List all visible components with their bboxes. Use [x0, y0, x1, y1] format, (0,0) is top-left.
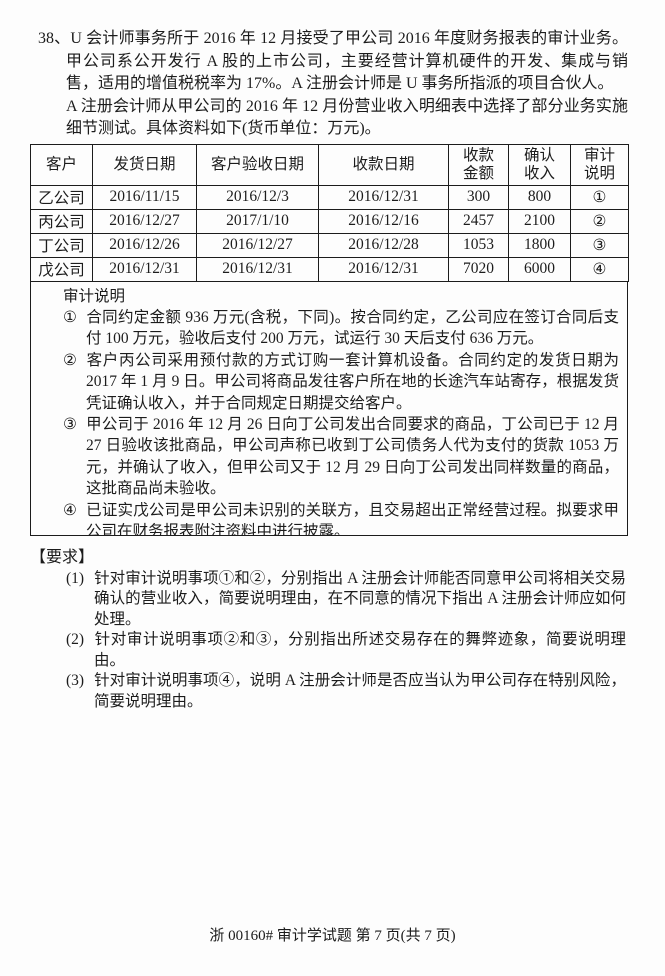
cell-customer: 丙公司 [30, 208, 93, 234]
exam-page: 38、U 会计师事务所于 2016 年 12 月接受了甲公司 2016 年度财务… [30, 28, 629, 713]
cell-ship-date: 2016/12/26 [92, 232, 197, 258]
requirement-item-2: (2) 针对审计说明事项②和③，分别指出所述交易存在的舞弊迹象，简要说明理由。 [30, 630, 628, 671]
note-marker: ③ [63, 415, 77, 433]
cell-receipt-date: 2016/12/16 [318, 208, 449, 234]
cell-ship-date: 2016/12/27 [92, 208, 197, 234]
cell-amount-received: 7020 [448, 256, 509, 282]
table-row: 戊公司 2016/12/31 2016/12/31 2016/12/31 702… [30, 256, 629, 282]
cell-accept-date: 2016/12/31 [196, 256, 319, 282]
audit-note-item-2: ② 客户丙公司采用预付款的方式订购一套计算机设备。合同约定的发货日期为 2017 … [31, 350, 627, 414]
cell-note-ref: ③ [570, 232, 629, 258]
cell-amount-received: 300 [448, 184, 509, 210]
revenue-test-table: 客户 发货日期 客户验收日期 收款日期 收款 金额 确认 收入 审计 说明 乙公司 2… [30, 143, 629, 282]
cell-ship-date: 2016/11/15 [92, 184, 197, 210]
column-header-revenue-recognized: 确认 收入 [508, 143, 571, 186]
cell-amount-received: 1053 [448, 232, 509, 258]
cell-customer: 乙公司 [30, 184, 93, 210]
cell-revenue-recognized: 6000 [508, 256, 571, 282]
column-header-audit-note: 审计 说明 [570, 143, 629, 186]
requirement-text: 针对审计说明事项④，说明 A 注册会计师是否应当认为甲公司存在特别风险，简要说明… [94, 672, 626, 711]
cell-accept-date: 2016/12/3 [196, 184, 319, 210]
audit-notes-title: 审计说明 [63, 287, 126, 305]
requirement-item-1: (1) 针对审计说明事项①和②，分别指出 A 注册会计师能否同意甲公司将相关交易确… [30, 569, 628, 631]
column-header-customer: 客户 [30, 143, 93, 186]
cell-receipt-date: 2016/12/31 [318, 184, 449, 210]
requirement-text: 针对审计说明事项①和②，分别指出 A 注册会计师能否同意甲公司将相关交易确认的营… [94, 569, 626, 628]
column-header-ship-date: 发货日期 [92, 143, 197, 186]
cell-note-ref: ④ [570, 256, 629, 282]
requirement-marker: (3) [66, 672, 85, 690]
cell-note-ref: ① [570, 184, 629, 210]
note-marker: ④ [63, 501, 77, 519]
revenue-test-section: 客户 发货日期 客户验收日期 收款日期 收款 金额 确认 收入 审计 说明 乙公司 2… [30, 143, 629, 536]
cell-accept-date: 2017/1/10 [196, 208, 319, 234]
page-footer: 浙 00160# 审计学试题 第 7 页(共 7 页) [209, 928, 456, 944]
question-number: 38、 [38, 30, 71, 47]
cell-receipt-date: 2016/12/31 [318, 256, 449, 282]
note-text: 合同约定金额 936 万元(含税，下同)。按合同约定，乙公司应在签订合同后支付 … [86, 308, 619, 348]
audit-note-item-1: ① 合同约定金额 936 万元(含税，下同)。按合同约定，乙公司应在签订合同后支付… [31, 307, 627, 350]
requirement-marker: (1) [66, 569, 85, 587]
audit-note-item-4: ④ 已证实戊公司是甲公司未识别的关联方，且交易超出正常经营过程。拟要求甲公司在财务… [31, 500, 627, 536]
cell-revenue-recognized: 800 [508, 184, 571, 210]
table-row: 乙公司 2016/11/15 2016/12/3 2016/12/31 300 … [30, 184, 629, 210]
question-intro-text: U 会计师事务所于 2016 年 12 月接受了甲公司 2016 年度财务报表的… [66, 30, 628, 92]
note-text: 甲公司于 2016 年 12 月 26 日向丁公司发出合同要求的商品，丁公司已于… [86, 415, 619, 498]
cell-amount-received: 2457 [448, 208, 509, 234]
note-text: 客户丙公司采用预付款的方式订购一套计算机设备。合同约定的发货日期为 2017 年… [86, 351, 619, 412]
cell-receipt-date: 2016/12/28 [318, 232, 449, 258]
table-row: 丁公司 2016/12/26 2016/12/27 2016/12/28 105… [30, 232, 629, 258]
note-marker: ① [63, 308, 77, 326]
cell-customer: 戊公司 [30, 256, 93, 282]
cell-note-ref: ② [570, 208, 629, 234]
requirement-marker: (2) [66, 631, 85, 649]
question-block: 38、U 会计师事务所于 2016 年 12 月接受了甲公司 2016 年度财务… [38, 28, 628, 141]
question-intro-paragraph: 38、U 会计师事务所于 2016 年 12 月接受了甲公司 2016 年度财务… [38, 28, 628, 96]
column-header-accept-date: 客户验收日期 [196, 143, 319, 186]
note-text: 已证实戊公司是甲公司未识别的关联方，且交易超出正常经营过程。拟要求甲公司在财务报… [86, 501, 619, 536]
requirements-title: 【要求】 [30, 548, 95, 566]
audit-notes-box: 审计说明 ① 合同约定金额 936 万元(含税，下同)。按合同约定，乙公司应在签订… [30, 281, 628, 536]
cell-customer: 丁公司 [30, 232, 93, 258]
question-detail-paragraph: A 注册会计师从甲公司的 2016 年 12 月份营业收入明细表中选择了部分业务… [66, 97, 628, 138]
column-header-amount-received: 收款 金额 [448, 143, 509, 186]
requirement-item-3: (3) 针对审计说明事项④，说明 A 注册会计师是否应当认为甲公司存在特别风险，简… [30, 671, 628, 712]
requirements-section: 【要求】 (1) 针对审计说明事项①和②，分别指出 A 注册会计师能否同意甲公司将… [30, 546, 628, 713]
column-header-receipt-date: 收款日期 [318, 143, 449, 186]
audit-note-item-3: ③ 甲公司于 2016 年 12 月 26 日向丁公司发出合同要求的商品，丁公司已… [31, 414, 627, 500]
cell-revenue-recognized: 1800 [508, 232, 571, 258]
requirement-text: 针对审计说明事项②和③，分别指出所述交易存在的舞弊迹象，简要说明理由。 [94, 631, 626, 669]
cell-accept-date: 2016/12/27 [196, 232, 319, 258]
cell-revenue-recognized: 2100 [508, 208, 571, 234]
table-header-row: 客户 发货日期 客户验收日期 收款日期 收款 金额 确认 收入 审计 说明 [30, 143, 629, 186]
note-marker: ② [63, 351, 77, 369]
cell-ship-date: 2016/12/31 [92, 256, 197, 282]
table-row: 丙公司 2016/12/27 2017/1/10 2016/12/16 2457… [30, 208, 629, 234]
